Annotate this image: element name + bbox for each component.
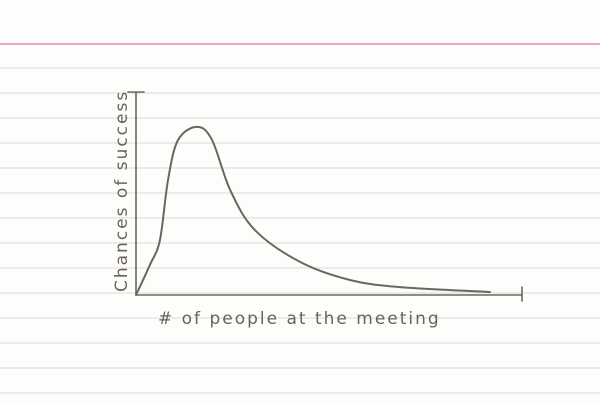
- series-line: [135, 125, 491, 296]
- x-axis-label: # of people at the meeting: [158, 309, 441, 329]
- axes: [127, 91, 523, 302]
- y-axis-label: Chances of success: [112, 90, 132, 292]
- ruled-lines: [0, 67, 600, 394]
